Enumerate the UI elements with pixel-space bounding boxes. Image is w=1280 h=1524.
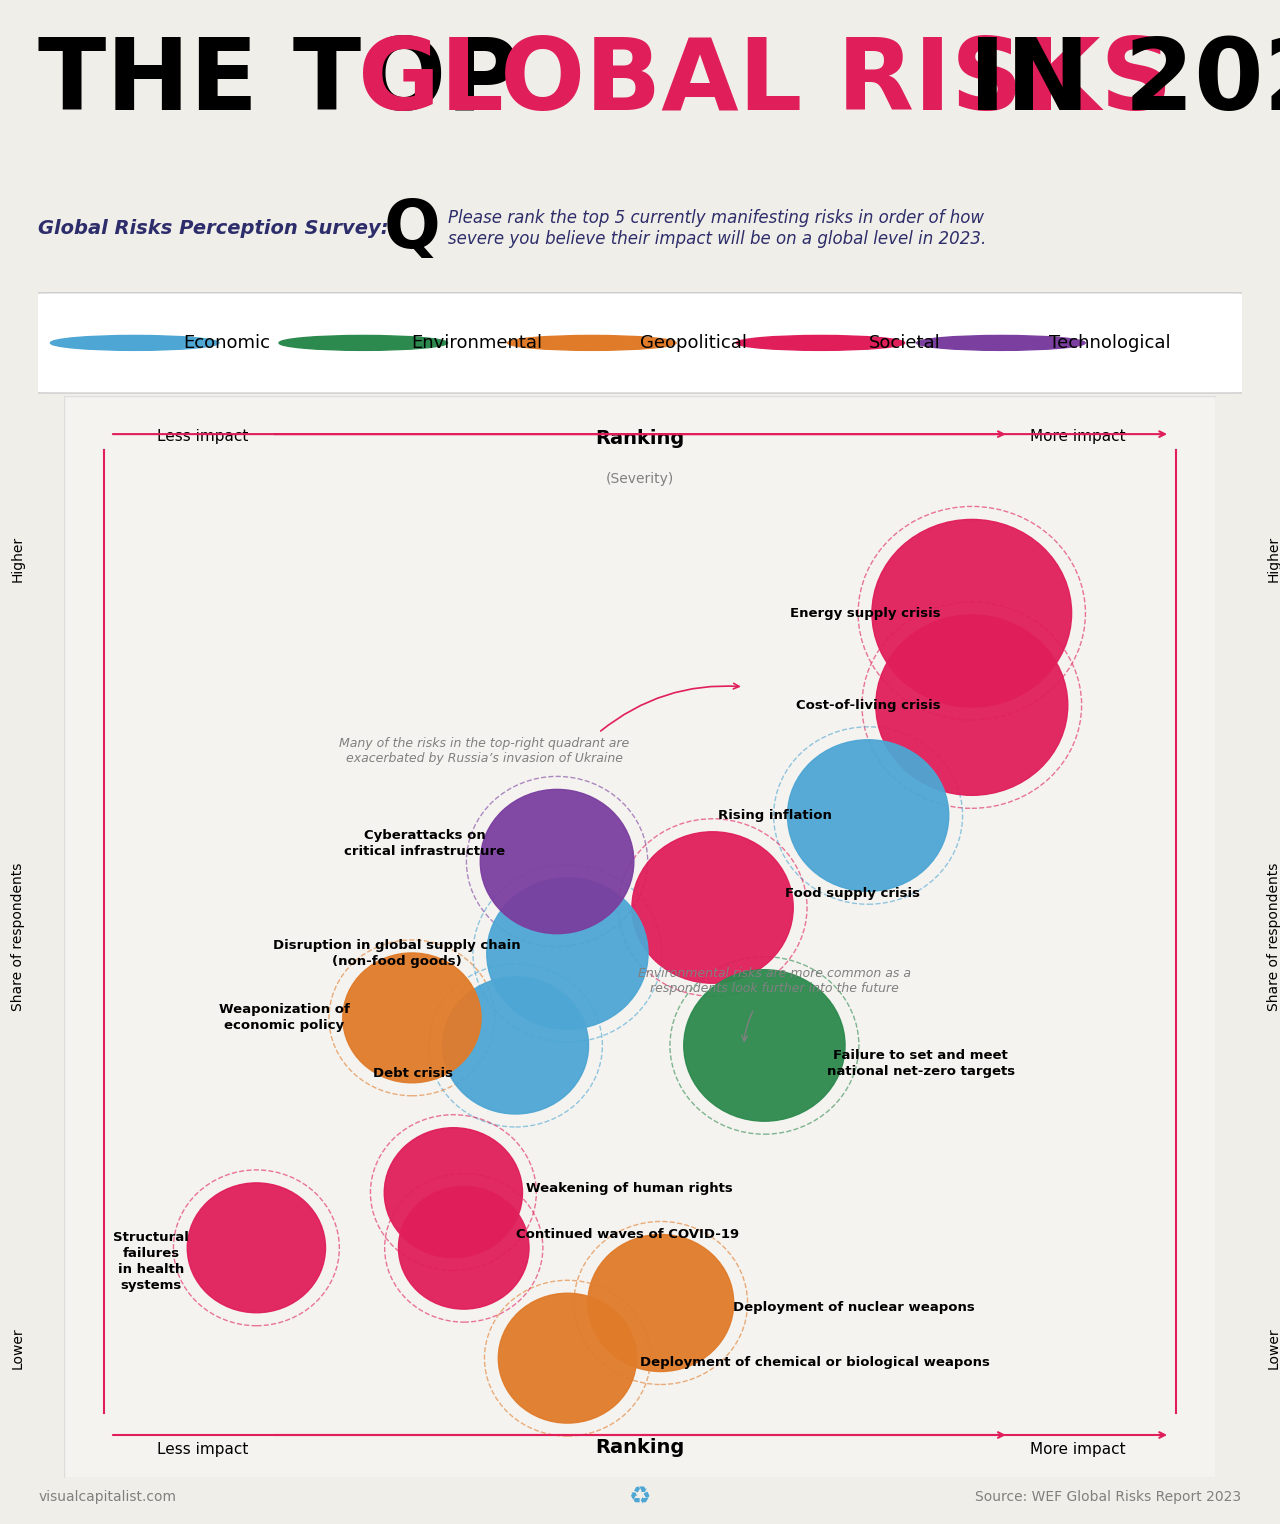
Circle shape <box>187 1183 325 1312</box>
Text: Economic: Economic <box>183 334 270 352</box>
Circle shape <box>632 832 794 983</box>
Text: IN 2023: IN 2023 <box>934 34 1280 131</box>
Circle shape <box>50 335 219 351</box>
Circle shape <box>486 878 648 1029</box>
Text: Cost-of-living crisis: Cost-of-living crisis <box>796 698 941 712</box>
Text: ♻: ♻ <box>628 1486 652 1509</box>
Text: Environmental risks are more common as a
respondents look further into the futur: Environmental risks are more common as a… <box>639 968 911 995</box>
Text: Source: WEF Global Risks Report 2023: Source: WEF Global Risks Report 2023 <box>975 1490 1242 1504</box>
FancyBboxPatch shape <box>64 396 1216 1478</box>
Circle shape <box>787 739 948 892</box>
Text: Technological: Technological <box>1050 334 1171 352</box>
Text: THE TOP: THE TOP <box>38 34 554 131</box>
Text: Deployment of nuclear weapons: Deployment of nuclear weapons <box>733 1301 975 1314</box>
Text: Geopolitical: Geopolitical <box>640 334 748 352</box>
Text: Deployment of chemical or biological weapons: Deployment of chemical or biological wea… <box>640 1356 989 1369</box>
Circle shape <box>384 1128 522 1257</box>
Text: visualcapitalist.com: visualcapitalist.com <box>38 1490 177 1504</box>
Text: Ranking: Ranking <box>595 1437 685 1457</box>
Text: Lower: Lower <box>12 1327 24 1369</box>
Text: Q: Q <box>384 195 440 262</box>
Circle shape <box>916 335 1085 351</box>
Circle shape <box>398 1187 529 1309</box>
Circle shape <box>736 335 905 351</box>
FancyBboxPatch shape <box>27 293 1253 393</box>
Circle shape <box>508 335 676 351</box>
Text: Less impact: Less impact <box>156 1442 248 1457</box>
Circle shape <box>343 952 481 1082</box>
Circle shape <box>684 969 845 1122</box>
Text: Food supply crisis: Food supply crisis <box>785 887 920 901</box>
Circle shape <box>443 977 589 1114</box>
Text: Weakening of human rights: Weakening of human rights <box>526 1181 732 1195</box>
Text: Higher: Higher <box>1267 535 1280 582</box>
Text: Many of the risks in the top-right quadrant are
exacerbated by Russia’s invasion: Many of the risks in the top-right quadr… <box>339 738 630 765</box>
Text: Please rank the top 5 currently manifesting risks in order of how
severe you bel: Please rank the top 5 currently manifest… <box>448 209 987 248</box>
Text: Less impact: Less impact <box>156 428 248 443</box>
Text: Higher: Higher <box>12 535 24 582</box>
Text: Environmental: Environmental <box>411 334 543 352</box>
Text: Disruption in global supply chain
(non-food goods): Disruption in global supply chain (non-f… <box>273 939 521 968</box>
Text: Ranking: Ranking <box>595 428 685 448</box>
Text: More impact: More impact <box>1030 1442 1125 1457</box>
Text: Cyberattacks on
critical infrastructure: Cyberattacks on critical infrastructure <box>344 829 506 858</box>
Text: More impact: More impact <box>1030 428 1125 443</box>
Text: Energy supply crisis: Energy supply crisis <box>790 607 941 620</box>
Text: Structural
failures
in health
systems: Structural failures in health systems <box>113 1231 189 1292</box>
Circle shape <box>876 616 1068 796</box>
Text: Share of respondents: Share of respondents <box>1267 863 1280 1012</box>
Text: Debt crisis: Debt crisis <box>374 1067 453 1079</box>
Text: Weaponization of
economic policy: Weaponization of economic policy <box>219 1003 349 1032</box>
Circle shape <box>480 789 634 934</box>
Text: GLOBAL RISKS: GLOBAL RISKS <box>358 34 1172 131</box>
Circle shape <box>872 520 1071 707</box>
Circle shape <box>588 1234 733 1372</box>
Text: (Severity): (Severity) <box>605 472 675 486</box>
Circle shape <box>498 1294 636 1423</box>
Text: Failure to set and meet
national net-zero targets: Failure to set and meet national net-zer… <box>827 1050 1015 1079</box>
Text: Lower: Lower <box>1267 1327 1280 1369</box>
Text: Global Risks Perception Survey:: Global Risks Perception Survey: <box>38 219 389 238</box>
Text: Share of respondents: Share of respondents <box>12 863 24 1012</box>
Circle shape <box>279 335 448 351</box>
Text: Continued waves of COVID-19: Continued waves of COVID-19 <box>516 1227 739 1241</box>
Text: Societal: Societal <box>869 334 941 352</box>
Text: Rising inflation: Rising inflation <box>718 809 832 821</box>
